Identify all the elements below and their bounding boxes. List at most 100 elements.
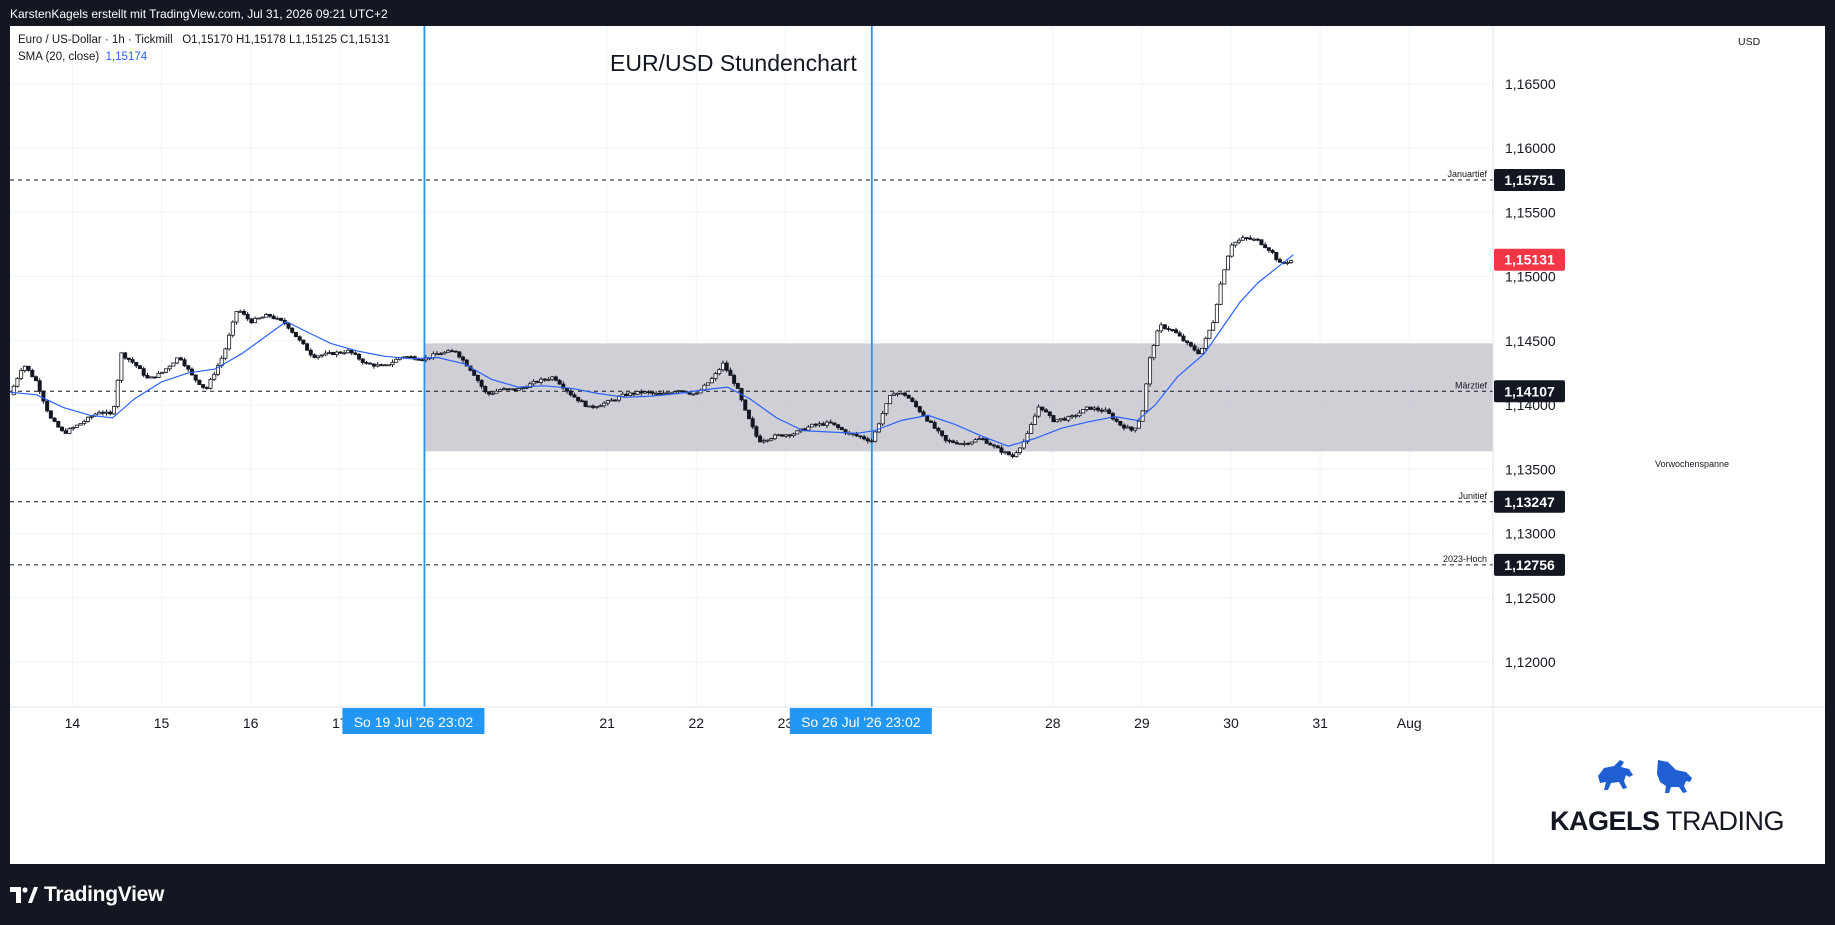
candle-body xyxy=(754,426,759,437)
candle-body xyxy=(828,421,833,424)
candle-body xyxy=(973,439,978,443)
candle-body xyxy=(832,422,837,426)
candle-body xyxy=(67,428,72,434)
candle-body xyxy=(442,351,447,355)
candle-body xyxy=(1144,383,1149,412)
candle-body xyxy=(806,426,811,431)
candle-body xyxy=(750,418,755,428)
candle-body xyxy=(71,427,76,430)
candle-body xyxy=(446,350,451,353)
candle-body xyxy=(494,390,499,394)
level-price-label: 1,15751 xyxy=(1504,172,1555,188)
candle-body xyxy=(1148,357,1153,385)
candle-body xyxy=(620,393,625,397)
candle-body xyxy=(691,393,696,396)
candle-body xyxy=(1192,345,1197,351)
candle-body xyxy=(319,354,324,357)
candle-body xyxy=(672,391,677,394)
candle-body xyxy=(453,350,458,353)
candle-body xyxy=(327,352,332,354)
chart-title: EUR/USD Stundenchart xyxy=(610,50,857,76)
candle-body xyxy=(275,317,280,320)
legend-sma-value: 1,15174 xyxy=(105,51,148,63)
candle-body xyxy=(89,415,94,418)
candle-body xyxy=(906,394,911,399)
candle-body xyxy=(149,376,154,379)
candle-body xyxy=(215,365,220,375)
candle-body xyxy=(765,439,770,442)
candle-body xyxy=(63,430,68,434)
candle-body xyxy=(914,401,919,408)
candle-body xyxy=(583,400,588,407)
candle-body xyxy=(1266,247,1271,251)
candle-body xyxy=(642,391,647,394)
candle-body xyxy=(56,421,61,428)
level-price-label: 1,12756 xyxy=(1504,557,1555,573)
candle-body xyxy=(954,442,959,445)
candle-body xyxy=(130,359,135,363)
candle-body xyxy=(1214,303,1219,323)
candle-body xyxy=(297,336,302,341)
candle-body xyxy=(873,431,878,442)
candle-body xyxy=(1096,407,1101,411)
candle-body xyxy=(316,355,321,358)
candle-body xyxy=(899,392,904,395)
sma-line[interactable] xyxy=(10,254,1294,447)
candle-body xyxy=(527,383,532,389)
candle-body xyxy=(1032,415,1037,425)
candle-body xyxy=(1084,406,1089,410)
legend-sma-row[interactable]: SMA (20, close) 1,15174 xyxy=(18,51,147,63)
candle-body xyxy=(1218,283,1223,305)
candle-body xyxy=(364,362,369,364)
candle-body xyxy=(862,436,867,440)
candle-body xyxy=(1066,416,1071,421)
candle-body xyxy=(787,434,792,437)
candle-body xyxy=(1274,252,1279,260)
candle-body xyxy=(888,395,893,405)
candle-body xyxy=(591,405,596,408)
candle-body xyxy=(1181,335,1186,342)
legend-ohlc: O1,15170 H1,15178 L1,15125 C1,15131 xyxy=(182,34,391,46)
candle-body xyxy=(33,376,38,382)
candle-body xyxy=(156,372,161,378)
candle-body xyxy=(1044,409,1049,413)
candle-body xyxy=(472,370,477,376)
candle-body xyxy=(869,440,874,443)
candle-body xyxy=(97,411,102,415)
candle-body xyxy=(30,370,35,378)
candle-body xyxy=(605,400,610,404)
candle-body xyxy=(854,433,859,437)
candle-body xyxy=(995,445,1000,449)
tradingview-footer[interactable]: TradingView xyxy=(10,878,164,912)
candle-body xyxy=(256,317,261,320)
legend-symbol-row[interactable]: Euro / US-Dollar · 1h · Tickmill O1,1517… xyxy=(18,34,390,46)
candle-body xyxy=(1099,409,1104,412)
candle-body xyxy=(293,331,298,338)
level-name: Junitief xyxy=(1458,491,1487,501)
candle-body xyxy=(932,422,937,429)
time-tick-label: 21 xyxy=(599,715,615,731)
candle-body xyxy=(145,374,150,379)
candle-body xyxy=(435,353,440,356)
candle-body xyxy=(353,352,358,355)
time-tick-label: 15 xyxy=(154,715,170,731)
candle-body xyxy=(1277,259,1282,263)
candle-body xyxy=(940,430,945,436)
candle-body xyxy=(639,391,644,394)
horizontal-levels xyxy=(10,179,1493,566)
candle-body xyxy=(1029,424,1034,434)
chart-canvas[interactable]: 1,165001,160001,155001,150001,145001,140… xyxy=(10,26,1825,864)
candle-body xyxy=(11,385,16,396)
candle-body xyxy=(167,365,172,370)
candle-body xyxy=(19,370,24,379)
candle-body xyxy=(706,382,711,386)
candle-body xyxy=(487,391,492,395)
chart-frame[interactable]: 1,16500 1,16000 1,15500 1,15000 1,14500 1,140… xyxy=(10,26,1825,864)
candle-body xyxy=(1270,250,1275,253)
candle-body xyxy=(598,405,603,408)
session-time-tag xyxy=(342,708,485,734)
candle-body xyxy=(1244,237,1249,240)
candle-body xyxy=(802,428,807,431)
candle-body xyxy=(1040,406,1045,411)
candle-body xyxy=(1062,418,1067,421)
